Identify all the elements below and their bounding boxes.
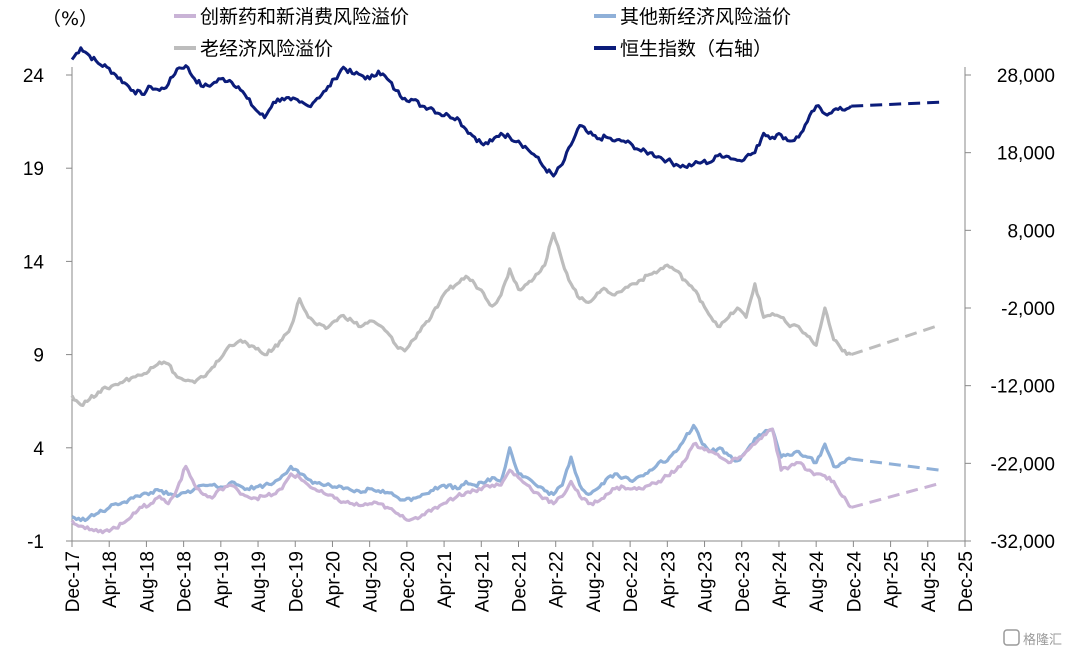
left-tick-label: 9 (33, 346, 44, 367)
x-tick-label: Aug-23 (696, 551, 717, 612)
x-tick-label: Dec-21 (510, 551, 531, 612)
right-tick-label: 18,000 (997, 144, 1055, 165)
x-tick-label: Aug-21 (472, 551, 493, 612)
x-tick-label: Aug-22 (584, 551, 605, 612)
x-tick-label: Apr-21 (435, 551, 456, 608)
watermark-logo-icon (1003, 629, 1020, 646)
x-tick-label: Dec-22 (621, 551, 642, 612)
series-layer (70, 46, 941, 535)
right-tick-label: -2,000 (1001, 299, 1055, 320)
x-tick-label: Aug-18 (137, 551, 158, 612)
x-tick-label: Dec-25 (956, 551, 977, 612)
watermark-text: 格隆汇 (1023, 632, 1062, 648)
x-tick-label: Apr-25 (882, 551, 903, 608)
x-tick-label: Dec-17 (63, 551, 84, 612)
x-tick-label: Dec-20 (398, 551, 419, 612)
watermark: 格隆汇 (1003, 629, 1062, 648)
left-tick-label: 4 (33, 439, 44, 460)
legend-label: 恒生指数（右轴） (620, 38, 772, 60)
x-tick-label: Aug-24 (807, 551, 828, 613)
left-tick-label: 24 (23, 66, 45, 87)
x-tick-label: Aug-19 (249, 551, 270, 612)
x-tick-label: Apr-19 (212, 551, 233, 608)
x-tick-label: Apr-22 (547, 551, 568, 608)
series-forecast-line (850, 323, 941, 357)
x-tick-label: Aug-20 (361, 551, 382, 612)
legend-label: 创新药和新消费风险溢价 (200, 6, 409, 28)
x-tick-label: Apr-18 (100, 551, 121, 608)
left-tick-label: -1 (27, 532, 44, 553)
series-forecast-line (850, 481, 941, 509)
right-tick-label: -22,000 (991, 454, 1055, 475)
series-line (71, 423, 852, 523)
left-tick-label: 19 (23, 159, 44, 180)
right-tick-label: 8,000 (1007, 221, 1055, 242)
legend-label: 老经济风险溢价 (200, 38, 333, 60)
x-tick-label: Apr-20 (323, 551, 344, 608)
x-tick-label: Apr-23 (658, 551, 679, 608)
x-tick-label: Aug-25 (919, 551, 940, 612)
right-tick-label: -32,000 (991, 532, 1055, 553)
axes: 24 19 14 9 4 -1 28,000 18,000 8,000 -2,000 -12,000… (23, 66, 1055, 612)
x-tick-label: Dec-18 (175, 551, 196, 612)
right-tick-label: 28,000 (997, 66, 1055, 87)
series-line (70, 231, 853, 407)
right-tick-label: -12,000 (991, 377, 1055, 398)
series-line (70, 427, 853, 535)
series-forecast-line (851, 457, 941, 472)
x-tick-label: Dec-23 (733, 551, 754, 612)
x-tick-label: Apr-24 (770, 551, 791, 608)
series-forecast-line (851, 100, 941, 108)
legend-label: 其他新经济风险溢价 (620, 6, 791, 28)
series-line (70, 46, 853, 178)
x-tick-label: Dec-19 (286, 551, 307, 612)
left-tick-label: 14 (23, 252, 45, 273)
left-axis-unit: （%） (42, 8, 98, 30)
x-tick-label: Dec-24 (844, 551, 865, 613)
